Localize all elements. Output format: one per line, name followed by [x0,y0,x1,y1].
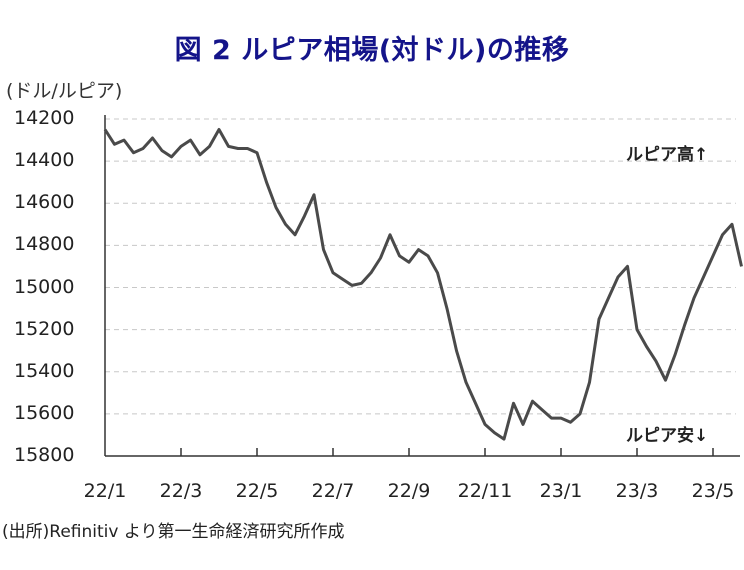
x-tick-label: 23/3 [615,480,659,502]
x-tick-label: 22/11 [457,480,513,502]
x-tick-label: 22/5 [235,480,279,502]
chart-title: 図 2 ルピア相場(対ドル)の推移 [174,35,570,66]
y-tick-label: 14400 [14,149,75,172]
y-axis-unit-label: (ドル/ルピア) [6,80,123,102]
y-tick-label: 15400 [14,359,75,382]
x-tick-label: 22/1 [83,480,127,502]
annotation-rupiah-strong: ルピア高↑ [626,145,709,165]
usd-idr-series-line [103,128,743,441]
y-tick-label: 15800 [14,444,75,466]
y-tick-label: 14800 [14,233,75,256]
source-note: (出所)Refinitiv より第一生命経済研究所作成 [2,522,345,542]
x-tick-label: 22/9 [387,480,431,502]
y-tick-label: 14200 [14,107,75,129]
x-tick-label: 22/7 [311,480,355,502]
x-tick-label: 23/1 [539,480,583,502]
x-tick-label: 22/3 [159,480,203,502]
annotation-rupiah-weak: ルピア安↓ [626,426,709,446]
y-tick-label: 15200 [14,317,75,340]
x-tick-label: 23/5 [691,480,735,502]
y-tick-label: 15000 [14,275,75,298]
y-tick-label: 15600 [14,401,75,424]
axes [104,115,740,457]
y-tick-label: 14600 [14,191,75,214]
